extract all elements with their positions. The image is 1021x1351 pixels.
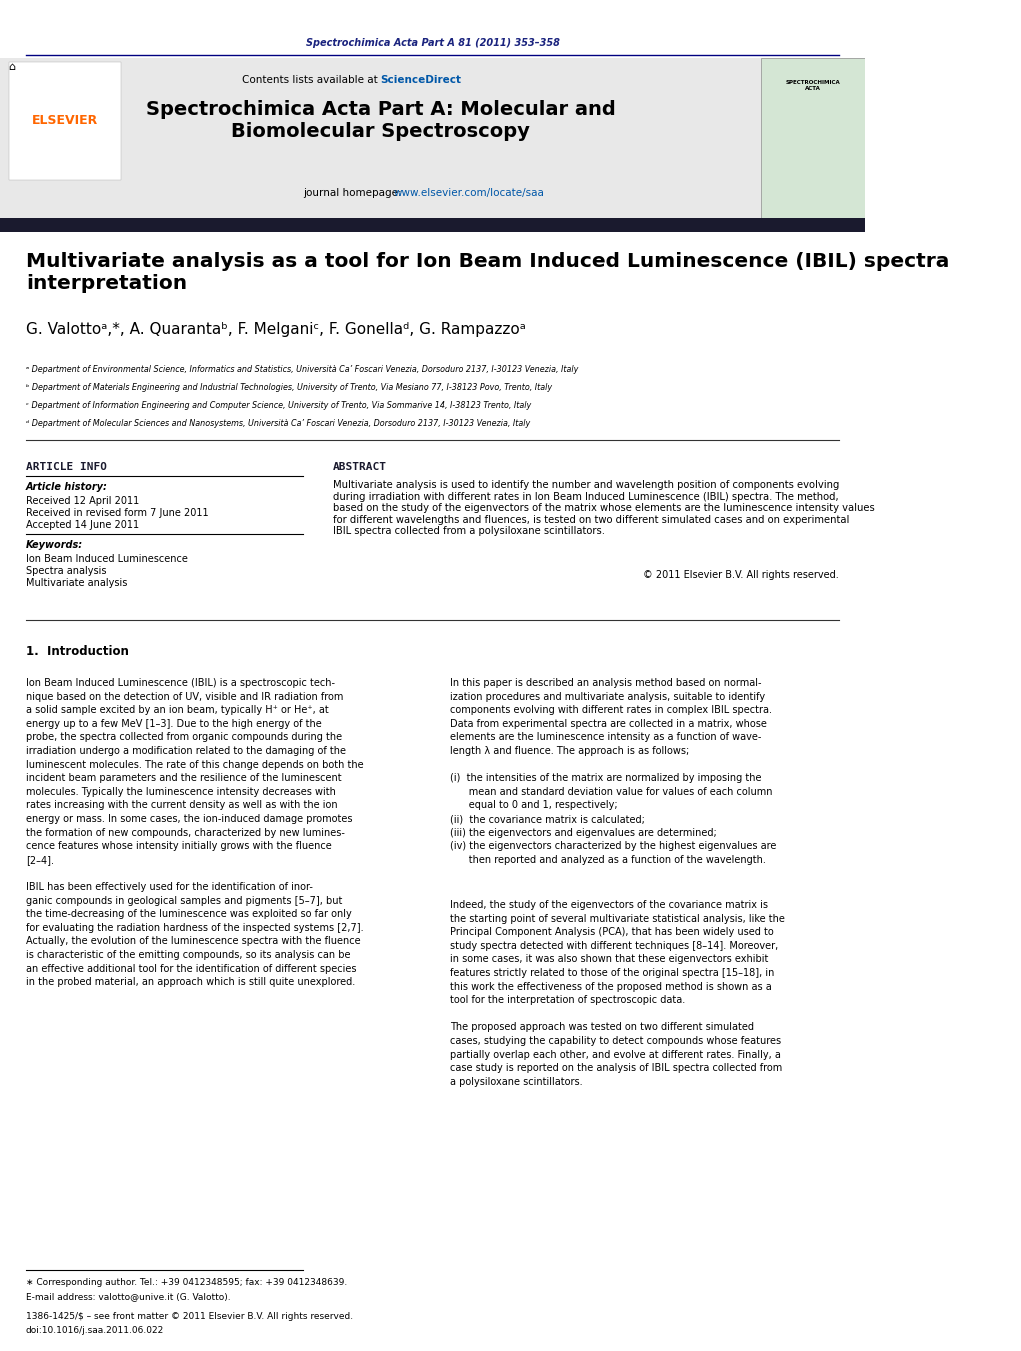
Text: Keywords:: Keywords: [26, 540, 83, 550]
Text: Spectrochimica Acta Part A 81 (2011) 353–358: Spectrochimica Acta Part A 81 (2011) 353… [305, 38, 560, 49]
Text: Article history:: Article history: [26, 482, 108, 492]
Text: Multivariate analysis is used to identify the number and wavelength position of : Multivariate analysis is used to identif… [333, 480, 875, 536]
Text: E-mail address: valotto@unive.it (G. Valotto).: E-mail address: valotto@unive.it (G. Val… [26, 1292, 231, 1301]
Text: ⌂: ⌂ [8, 62, 15, 72]
Text: Received in revised form 7 June 2011: Received in revised form 7 June 2011 [26, 508, 208, 517]
Text: ∗ Corresponding author. Tel.: +39 0412348595; fax: +39 0412348639.: ∗ Corresponding author. Tel.: +39 041234… [26, 1278, 347, 1288]
Text: Accepted 14 June 2011: Accepted 14 June 2011 [26, 520, 139, 530]
Text: G. Valottoᵃ,*, A. Quarantaᵇ, F. Melganiᶜ, F. Gonellaᵈ, G. Rampazzoᵃ: G. Valottoᵃ,*, A. Quarantaᵇ, F. Melganiᶜ… [26, 322, 526, 336]
Text: ARTICLE INFO: ARTICLE INFO [26, 462, 107, 471]
Text: © 2011 Elsevier B.V. All rights reserved.: © 2011 Elsevier B.V. All rights reserved… [643, 570, 839, 580]
Text: In this paper is described an analysis method based on normal-
ization procedure: In this paper is described an analysis m… [450, 678, 776, 865]
Text: ᶜ Department of Information Engineering and Computer Science, University of Tren: ᶜ Department of Information Engineering … [26, 401, 531, 409]
Bar [8, 62, 121, 180]
Bar [0, 218, 865, 232]
Text: Spectra analysis: Spectra analysis [26, 566, 106, 576]
Text: doi:10.1016/j.saa.2011.06.022: doi:10.1016/j.saa.2011.06.022 [26, 1325, 164, 1335]
Text: Indeed, the study of the eigenvectors of the covariance matrix is
the starting p: Indeed, the study of the eigenvectors of… [450, 900, 785, 1086]
Text: 1386-1425/$ – see front matter © 2011 Elsevier B.V. All rights reserved.: 1386-1425/$ – see front matter © 2011 El… [26, 1312, 353, 1321]
Text: Spectrochimica Acta Part A: Molecular and
Biomolecular Spectroscopy: Spectrochimica Acta Part A: Molecular an… [146, 100, 616, 141]
Text: Contents lists available at: Contents lists available at [242, 76, 381, 85]
Text: Ion Beam Induced Luminescence (IBIL) is a spectroscopic tech-
nique based on the: Ion Beam Induced Luminescence (IBIL) is … [26, 678, 363, 988]
Text: ᵇ Department of Materials Engineering and Industrial Technologies, University of: ᵇ Department of Materials Engineering an… [26, 382, 552, 392]
Text: Ion Beam Induced Luminescence: Ion Beam Induced Luminescence [26, 554, 188, 563]
Text: Multivariate analysis as a tool for Ion Beam Induced Luminescence (IBIL) spectra: Multivariate analysis as a tool for Ion … [26, 253, 950, 293]
Text: Received 12 April 2011: Received 12 April 2011 [26, 496, 139, 507]
Text: ᵃ Department of Environmental Science, Informatics and Statistics, Università Ca: ᵃ Department of Environmental Science, I… [26, 365, 578, 374]
Text: 1.  Introduction: 1. Introduction [26, 644, 129, 658]
Text: ELSEVIER: ELSEVIER [32, 113, 98, 127]
Bar [0, 58, 762, 220]
Text: ScienceDirect: ScienceDirect [381, 76, 461, 85]
Text: Multivariate analysis: Multivariate analysis [26, 578, 128, 588]
Text: www.elsevier.com/locate/saa: www.elsevier.com/locate/saa [394, 188, 544, 199]
Text: journal homepage:: journal homepage: [303, 188, 404, 199]
Text: SPECTROCHIMICA
ACTA: SPECTROCHIMICA ACTA [786, 80, 840, 91]
Text: ABSTRACT: ABSTRACT [333, 462, 387, 471]
Text: ᵈ Department of Molecular Sciences and Nanosystems, Università Ca’ Foscari Venez: ᵈ Department of Molecular Sciences and N… [26, 419, 530, 428]
Bar [762, 58, 865, 220]
